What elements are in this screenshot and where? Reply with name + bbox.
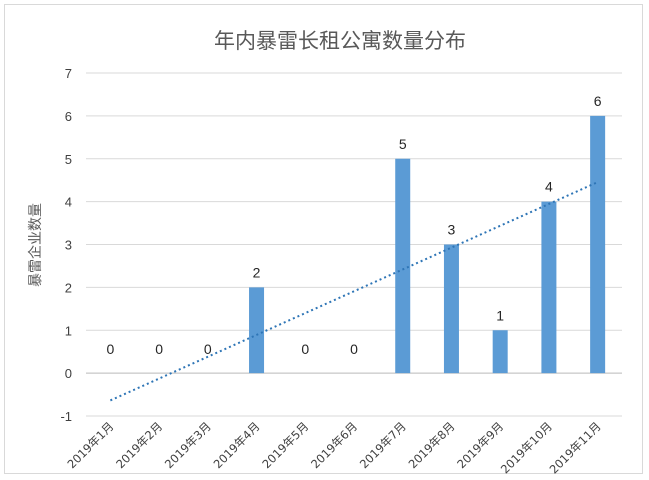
y-tick-label: 5 bbox=[65, 152, 72, 167]
data-label: 1 bbox=[496, 307, 504, 323]
bar bbox=[249, 287, 265, 374]
y-tick-label: 6 bbox=[65, 109, 72, 124]
x-tick-label: 2019年1月 bbox=[64, 419, 116, 471]
x-tick-label: 2019年10月 bbox=[498, 419, 555, 476]
y-tick-label: 7 bbox=[65, 66, 72, 81]
y-tick-label: 0 bbox=[65, 366, 72, 381]
bar bbox=[541, 201, 557, 374]
x-tick-label: 2019年8月 bbox=[406, 419, 458, 471]
chart-frame bbox=[4, 4, 643, 474]
x-tick-label: 2019年11月 bbox=[547, 419, 604, 476]
bar bbox=[395, 158, 411, 374]
data-label: 5 bbox=[399, 136, 407, 152]
data-label: 0 bbox=[204, 341, 212, 357]
x-tick-label: 2019年2月 bbox=[113, 419, 165, 471]
bar bbox=[492, 330, 508, 374]
data-label: 3 bbox=[448, 222, 456, 238]
x-tick-label: 2019年5月 bbox=[259, 419, 311, 471]
x-tick-labels: 2019年1月2019年2月2019年3月2019年4月2019年5月2019年… bbox=[64, 419, 603, 476]
data-label: 0 bbox=[301, 341, 309, 357]
y-tick-label: -1 bbox=[60, 409, 72, 424]
x-tick-label: 2019年6月 bbox=[308, 419, 360, 471]
x-tick-label: 2019年9月 bbox=[454, 419, 506, 471]
data-label: 4 bbox=[545, 179, 553, 195]
bars bbox=[249, 115, 606, 374]
y-tick-label: 2 bbox=[65, 280, 72, 295]
data-label: 6 bbox=[594, 93, 602, 109]
data-label: 0 bbox=[350, 341, 358, 357]
bar bbox=[443, 244, 459, 374]
data-label: 0 bbox=[106, 341, 114, 357]
x-tick-label: 2019年3月 bbox=[162, 419, 214, 471]
x-tick-label: 2019年4月 bbox=[211, 419, 263, 471]
data-label: 0 bbox=[155, 341, 163, 357]
x-tick-label: 2019年7月 bbox=[357, 419, 409, 471]
trendline-path bbox=[109, 181, 599, 402]
y-tick-label: 1 bbox=[65, 323, 72, 338]
data-labels: 0 0 0 2 0 0 5 3 1 4 6 bbox=[106, 93, 601, 357]
y-tick-labels: -1 0 1 2 3 4 5 6 7 bbox=[60, 66, 72, 424]
y-tick-label: 3 bbox=[65, 238, 72, 253]
data-label: 2 bbox=[253, 264, 261, 280]
y-axis-label: 暴雷企业数量 bbox=[27, 203, 44, 287]
gridlines bbox=[86, 72, 622, 417]
y-tick-label: 4 bbox=[65, 195, 72, 210]
chart-title: 年内暴雷长租公寓数量分布 bbox=[214, 29, 466, 53]
trendline bbox=[109, 181, 599, 402]
bar bbox=[590, 115, 606, 374]
